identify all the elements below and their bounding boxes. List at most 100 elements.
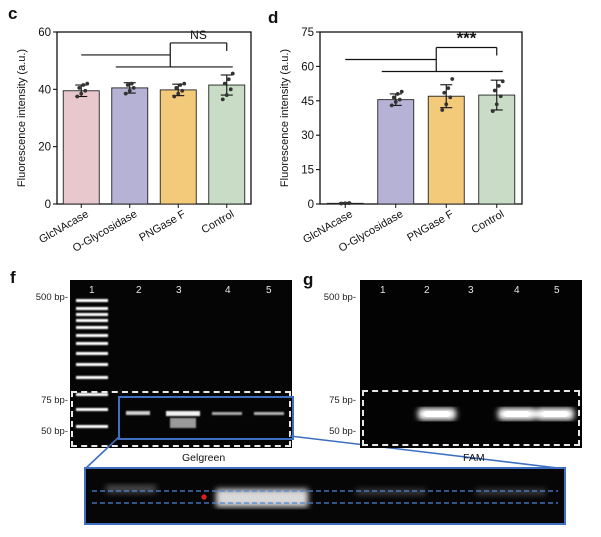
lane-label: 3 [468,285,474,296]
data-point [178,83,183,87]
data-point [79,91,84,96]
lane-label: 5 [266,285,272,296]
zoom-band-2 [106,485,156,493]
data-point [393,100,398,104]
lane-label: 2 [136,285,142,296]
red-marker [201,494,207,500]
data-point [123,91,128,96]
data-point [222,81,227,86]
y-tick-label: 15 [301,165,314,177]
data-point [129,81,134,86]
panel-letter-g: g [303,270,314,289]
bp-label-50: 50 bp- [329,426,356,437]
data-point [230,71,235,76]
ladder-band [76,307,108,310]
sample-band-4 [212,412,242,415]
ladder-band [76,319,108,322]
lane-label: 3 [176,285,182,296]
panel-letter-d: d [268,8,279,27]
y-tick-label: 40 [38,84,51,96]
y-tick-label: 0 [45,199,51,211]
y-tick-label: 75 [301,27,314,39]
fam-band-core-5 [542,411,568,417]
bp-label-75: 75 bp- [41,395,68,406]
fam-band-core-2 [424,411,450,417]
ladder-band [76,313,108,316]
lane-label: 1 [89,285,95,296]
ladder-band [76,299,108,302]
dashed-region [362,390,580,446]
gel-f-bands [76,299,284,428]
y-axis-label: Fluorescence intensity (a.u.) [279,49,291,187]
ladder-band [76,326,108,329]
ladder-band [76,363,108,366]
data-point [180,88,185,93]
bar [208,84,246,205]
data-point [490,109,495,114]
gel-f: 1 2 3 4 5 [70,280,294,448]
data-point [343,201,348,206]
ladder-band [76,408,108,411]
data-point [494,102,499,107]
y-axis-label: Fluorescence intensity (a.u.) [16,49,28,187]
dashed-region [71,391,291,447]
gel-caption-f: Gelgreen [182,452,226,464]
plot-frame [319,31,523,205]
data-point [446,86,451,91]
data-point [448,95,453,100]
data-point [85,81,90,86]
plot-frame [56,31,252,205]
data-point [172,94,177,99]
data-point [81,83,86,87]
data-point [75,94,80,99]
data-point [496,83,501,88]
sample-band-5 [254,412,284,415]
gel-caption-g: FAM [463,452,485,464]
data-point [500,79,505,84]
y-tick-label: 45 [301,96,314,108]
bp-label-75: 75 bp- [329,395,356,406]
bar [377,99,415,205]
data-point [220,97,225,102]
sample-band-2 [126,411,150,415]
data-point [127,88,132,93]
zoom-line-right [289,435,567,470]
y-tick-label: 60 [38,27,51,39]
ladder-band [76,425,108,428]
sample-smear-3 [170,418,196,428]
ladder-band [76,334,108,337]
data-point [399,89,404,94]
zoom-band-3 [216,489,308,507]
data-point [397,97,402,102]
zoom-strip [84,467,566,525]
bp-label-50: 50 bp- [41,426,68,437]
lane-label: 2 [424,285,430,296]
data-point [228,87,233,92]
zoom-box [118,396,294,440]
y-tick-label: 0 [308,199,314,211]
data-point [174,86,179,90]
zoom-band-5 [476,489,546,495]
data-point [83,88,88,93]
zoom-strip-bands [92,485,558,507]
ladder-band [76,393,108,396]
data-point [395,92,400,96]
data-point [77,86,82,90]
zoom-band-4 [356,489,426,495]
gel-g: 1 2 3 4 5 [360,280,582,448]
data-point [440,108,445,112]
lane-label: 4 [514,285,520,296]
panel-letter-f: f [10,268,16,287]
data-point [444,102,449,107]
lane-label: 5 [554,285,560,296]
data-point [125,83,130,87]
data-point [492,88,497,93]
bar [159,89,197,205]
data-point [224,93,229,97]
sample-band-3 [166,411,200,416]
bp-label-500: 500 bp- [35,292,68,303]
significance-label: *** [457,29,477,48]
zoom-line-left [84,435,121,470]
